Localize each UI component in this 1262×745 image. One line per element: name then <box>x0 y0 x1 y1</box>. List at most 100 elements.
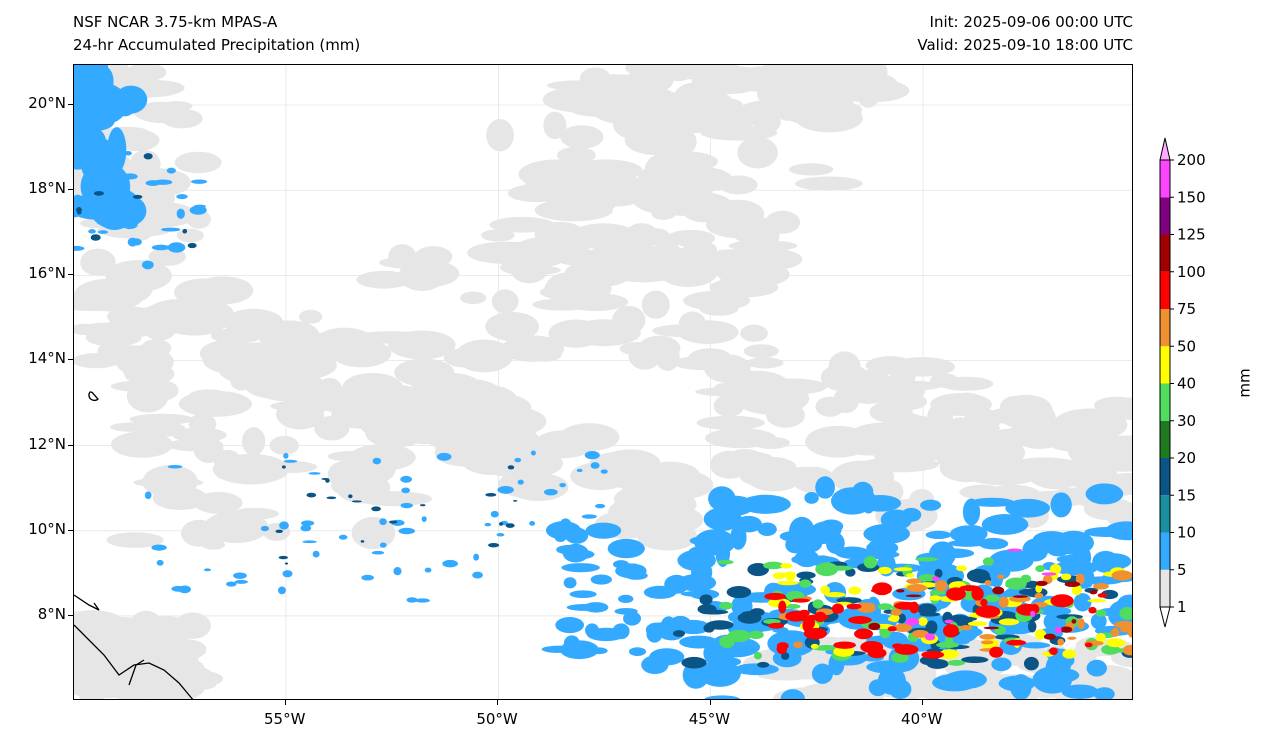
precip-cell <box>887 626 897 632</box>
precip-cell <box>1054 626 1062 634</box>
colorbar-tick-label: 125 <box>1177 226 1206 244</box>
precip-cell <box>441 379 502 408</box>
precip-cell <box>975 605 1001 618</box>
precip-cell <box>284 562 289 565</box>
precip-cell <box>961 656 989 664</box>
colorbar-over-arrow <box>1159 137 1171 161</box>
precip-cell <box>706 211 770 239</box>
precip-cell <box>88 229 96 234</box>
precip-cell <box>939 649 959 660</box>
precip-cell <box>740 494 791 514</box>
precip-cell <box>314 327 375 356</box>
precip-cell <box>934 568 943 579</box>
precip-cell <box>617 467 678 496</box>
precip-cell <box>1084 527 1129 538</box>
precip-cell <box>868 679 888 697</box>
precip-cell <box>765 210 801 234</box>
precip-cell <box>728 240 798 252</box>
precip-cell <box>978 537 1009 550</box>
precip-cell <box>188 413 217 435</box>
precip-cell <box>991 657 1012 672</box>
precip-cell <box>996 574 1005 579</box>
lat-tick <box>68 444 73 446</box>
precip-cell <box>76 206 82 214</box>
precip-cell <box>651 207 676 220</box>
precip-cell <box>505 523 515 528</box>
lat-tick <box>68 274 73 276</box>
precip-cell <box>1057 638 1065 646</box>
precip-cell <box>926 658 949 669</box>
precip-cell <box>831 603 844 614</box>
precip-cell <box>641 290 670 319</box>
colorbar-tick-label: 50 <box>1177 337 1196 355</box>
precip-cell <box>424 567 432 573</box>
precip-cell <box>560 125 604 149</box>
precip-cell <box>1049 647 1058 656</box>
precip-cell <box>555 617 585 634</box>
precip-cell <box>485 311 539 342</box>
precip-cell <box>628 341 662 370</box>
lat-tick-label: 16°N <box>28 264 66 283</box>
precip-cell <box>981 514 1029 535</box>
precip-cell <box>795 176 863 191</box>
precip-cell <box>890 608 903 616</box>
precip-cell <box>1052 408 1128 442</box>
precip-cell <box>600 469 608 474</box>
model-title: NSF NCAR 3.75-km MPAS-A <box>73 13 278 31</box>
precip-cell <box>584 451 600 460</box>
precip-cell <box>191 179 208 184</box>
colorbar-segment <box>1160 420 1170 458</box>
precip-cell <box>545 272 594 305</box>
precip-cell <box>1049 564 1062 575</box>
precip-cell <box>124 362 175 386</box>
precip-cell <box>566 603 603 611</box>
precip-cell <box>308 472 321 475</box>
precip-cell <box>905 618 920 626</box>
precip-cell <box>182 228 188 234</box>
precip-cell <box>588 173 648 207</box>
precip-cell <box>74 65 113 106</box>
precip-cell <box>741 611 762 617</box>
colorbar-segment <box>1160 495 1170 533</box>
precip-cell <box>726 586 752 599</box>
precip-cell <box>554 249 620 267</box>
precip-cell <box>513 500 518 502</box>
precip-cell <box>697 604 717 615</box>
lat-tick-label: 12°N <box>28 434 66 453</box>
precip-cell <box>400 475 413 483</box>
colorbar-under-arrow <box>1159 606 1171 628</box>
precip-cell <box>490 447 551 476</box>
precip-cell <box>490 510 499 518</box>
precip-cell <box>743 344 779 359</box>
precip-cell <box>514 457 522 463</box>
precip-cell <box>485 492 497 497</box>
precip-cell <box>1111 570 1132 581</box>
colorbar-tick-label: 200 <box>1177 151 1206 169</box>
precip-cell <box>1041 572 1057 576</box>
precip-cell <box>176 208 185 219</box>
precip-cell <box>704 354 751 383</box>
precip-cell <box>356 270 412 289</box>
precip-cell <box>186 209 211 229</box>
lat-tick <box>68 104 73 105</box>
precip-cell <box>524 174 556 199</box>
lat-tick-label: 18°N <box>28 179 66 198</box>
precip-cell <box>833 646 855 657</box>
lat-tick <box>68 529 73 531</box>
precip-cell <box>124 150 132 156</box>
precip-cell <box>961 454 1006 465</box>
precip-cell <box>529 347 562 362</box>
precip-cell <box>351 500 362 503</box>
precip-cell <box>312 550 320 558</box>
precip-cell <box>1013 595 1028 598</box>
precip-cell <box>178 390 252 417</box>
precip-cell <box>897 613 907 624</box>
precipitation-map <box>73 64 1133 700</box>
precip-cell <box>160 683 186 699</box>
precip-cell <box>1022 538 1049 562</box>
precip-cell <box>778 600 787 614</box>
precip-cell <box>785 610 808 622</box>
precip-cell <box>607 538 645 559</box>
precip-cell <box>455 339 514 373</box>
precip-cell <box>932 673 978 692</box>
